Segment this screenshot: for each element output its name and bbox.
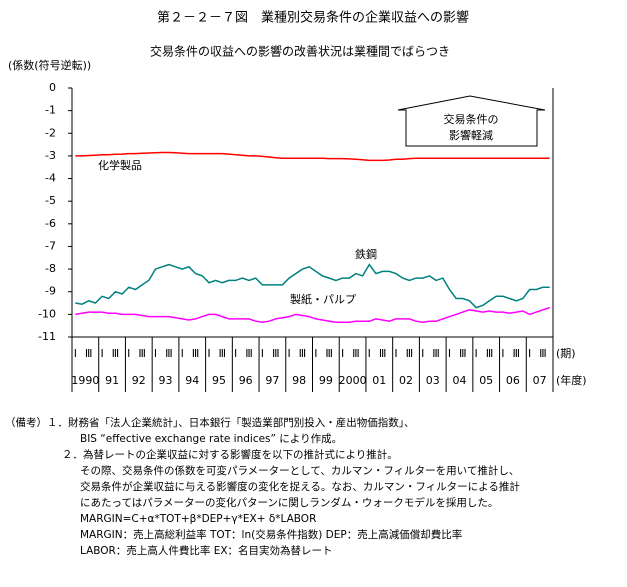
note-line: LABOR：売上高人件費比率 EX：名目実効為替レート: [80, 544, 333, 557]
note-line: MARGIN=C+α*TOT+β*DEP+γ*EX+ δ*LABOR: [80, 513, 316, 525]
y-axis-label: (係数(符号逆転)): [8, 58, 91, 72]
year-label: 91: [105, 374, 119, 387]
x-tick-label: Ⅰ: [127, 347, 130, 360]
x-tick-label: Ⅲ: [138, 347, 146, 360]
note-line: にあたってはパラメーターの変化パターンに関しランダム・ウォークモデルを採用した。: [80, 496, 498, 509]
x-tick-label: Ⅲ: [272, 347, 280, 360]
x-tick-label: Ⅲ: [486, 347, 494, 360]
arrow-label: 影響軽減: [449, 128, 493, 142]
note-line: その際、交易条件の係数を可変パラメーターとして、カルマン・フィルターを用いて推計…: [80, 464, 519, 477]
x-tick-label: Ⅰ: [341, 347, 344, 360]
y-tick-label: -4: [45, 172, 56, 185]
x-tick-label: Ⅰ: [475, 347, 478, 360]
note-line: 交易条件が企業収益に与える影響度の変化を捉える。なお、カルマン・フィルターによる…: [80, 480, 520, 493]
x-tick-label: Ⅰ: [261, 347, 264, 360]
x-tick-label: Ⅰ: [501, 347, 504, 360]
year-label: 94: [185, 374, 199, 387]
y-tick-label: -1: [45, 104, 56, 117]
year-label: 1990: [71, 374, 99, 387]
y-tick-label: -2: [45, 126, 56, 139]
chart-title: 第２－２－７図 業種別交易条件の企業収益への影響: [157, 10, 469, 26]
x-tick-label: Ⅲ: [299, 347, 307, 360]
series-label: 鉄鋼: [355, 247, 377, 261]
note-line: （備考）１．財務省「法人企業統計」、日本銀行「製造業部門別投入・産出物価指数」、: [5, 416, 415, 429]
x-unit-label: (期): [556, 347, 576, 360]
x-tick-label: Ⅰ: [287, 347, 290, 360]
x-tick-label: Ⅲ: [459, 347, 467, 360]
year-label: 93: [159, 374, 173, 387]
y-tick-label: -11: [38, 330, 56, 343]
y-tick-label: -8: [45, 262, 56, 275]
x-tick-label: Ⅲ: [512, 347, 520, 360]
series-line: [75, 263, 550, 309]
x-tick-label: Ⅰ: [421, 347, 424, 360]
x-tick-label: Ⅲ: [192, 347, 200, 360]
x-tick-label: Ⅰ: [207, 347, 210, 360]
improvement-arrow: [397, 95, 546, 147]
x-tick-label: Ⅲ: [432, 347, 440, 360]
x-tick-label: Ⅰ: [154, 347, 157, 360]
year-label: 07: [533, 374, 547, 387]
year-label: 02: [399, 374, 413, 387]
year-label: 95: [212, 374, 226, 387]
series-line: [75, 306, 550, 324]
note-line: ２．為替レートの企業収益に対する影響度を以下の推計式により推計。: [62, 448, 398, 461]
year-label: 96: [239, 374, 253, 387]
year-label: 01: [372, 374, 386, 387]
y-tick-label: 0: [49, 81, 56, 94]
x-tick-label: Ⅰ: [314, 347, 317, 360]
y-tick-label: -7: [45, 239, 56, 252]
y-tick-label: -5: [45, 194, 56, 207]
x-tick-label: Ⅲ: [219, 347, 227, 360]
year-label: 06: [506, 374, 520, 387]
year-label: 97: [265, 374, 279, 387]
chart-subtitle: 交易条件の収益への影響の改善状況は業種間でばらつき: [150, 44, 450, 59]
x-tick-label: Ⅲ: [85, 347, 93, 360]
year-label: 05: [479, 374, 493, 387]
y-tick-label: -3: [45, 149, 56, 162]
x-tick-label: Ⅲ: [112, 347, 120, 360]
x-tick-label: Ⅰ: [368, 347, 371, 360]
x-tick-label: Ⅲ: [245, 347, 253, 360]
series-label: 化学製品: [98, 158, 142, 172]
x-tick-label: Ⅲ: [379, 347, 387, 360]
year-label: 99: [319, 374, 333, 387]
x-tick-label: Ⅲ: [352, 347, 360, 360]
x-tick-label: Ⅰ: [528, 347, 531, 360]
x-tick-label: Ⅲ: [325, 347, 333, 360]
x-tick-label: Ⅰ: [234, 347, 237, 360]
year-label: 2000: [339, 374, 367, 387]
x-tick-label: Ⅰ: [181, 347, 184, 360]
year-label: 92: [132, 374, 146, 387]
series-label: 製紙・パルプ: [290, 292, 356, 306]
series-line: [75, 151, 550, 162]
x-tick-label: Ⅲ: [539, 347, 547, 360]
note-line: MARGIN：売上高総利益率 TOT：ln(交易条件指数) DEP：売上高減価償…: [80, 528, 462, 541]
y-tick-label: -9: [45, 285, 56, 298]
x-tick-label: Ⅰ: [74, 347, 77, 360]
x-tick-label: Ⅰ: [394, 347, 397, 360]
year-label: 03: [426, 374, 440, 387]
year-label: 04: [452, 374, 466, 387]
year-unit-label: (年度): [556, 373, 587, 387]
y-tick-label: -6: [45, 217, 56, 230]
year-label: 98: [292, 374, 306, 387]
x-tick-label: Ⅲ: [406, 347, 414, 360]
note-line: BIS “effective exchange rate indices” によ…: [80, 433, 342, 445]
x-tick-label: Ⅰ: [448, 347, 451, 360]
x-tick-label: Ⅰ: [100, 347, 103, 360]
arrow-label: 交易条件の: [444, 112, 499, 126]
x-tick-label: Ⅲ: [165, 347, 173, 360]
y-tick-label: -10: [38, 307, 56, 320]
